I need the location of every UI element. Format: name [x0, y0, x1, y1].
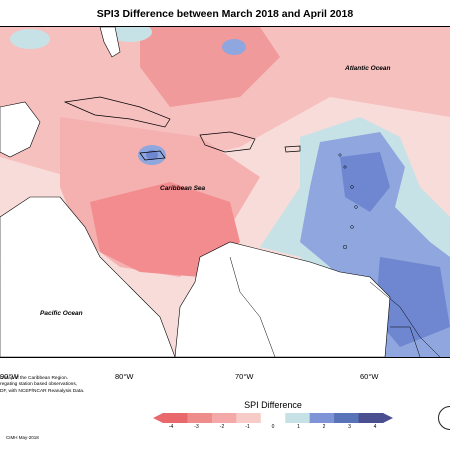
footnote-line-3: DF, with NCEP/NCAR Reanalysis Data. — [0, 388, 85, 394]
legend-arrow-right — [383, 413, 393, 423]
footnote-line-1: n Map of the Caribbean Region. — [0, 376, 68, 381]
legend-tick-label: 1 — [297, 424, 300, 430]
wet-spot-north — [222, 39, 246, 55]
logo — [438, 406, 450, 430]
wet-spot-jamaica-core — [146, 150, 158, 160]
map-canvas — [0, 27, 450, 357]
label-atlantic-ocean: Atlantic Ocean — [345, 65, 391, 72]
legend-ticks: -4 -3 -2 -1 0 1 2 3 4 — [153, 424, 393, 434]
land-puerto-rico — [284, 145, 301, 153]
legend-swatch — [334, 413, 360, 423]
island-3 — [350, 185, 354, 189]
map-title: SPI3 Difference between March 2018 and A… — [96, 8, 354, 20]
legend-tick-label: -4 — [168, 424, 174, 430]
legend-title: SPI Difference — [244, 400, 302, 410]
legend-swatch — [236, 413, 262, 423]
land-south-america — [174, 241, 391, 357]
land-florida — [99, 27, 121, 58]
lon-label-80w: 80°W — [115, 372, 134, 381]
island-1 — [338, 153, 342, 157]
land-central-america — [0, 196, 176, 357]
legend-swatch — [309, 413, 335, 423]
wet-region-strong-2 — [375, 257, 450, 347]
label-caribbean-sea: Caribbean Sea — [160, 185, 206, 192]
border-2 — [369, 281, 441, 357]
legend-tick-label: -1 — [245, 424, 250, 430]
legend-arrow-left — [153, 413, 163, 423]
legend-tick-label: -3 — [194, 424, 199, 430]
legend-tick-label: 0 — [271, 424, 275, 430]
wet-spot-gulf — [10, 29, 50, 49]
wet-spot-florida — [108, 27, 152, 42]
legend-swatch — [187, 413, 213, 423]
lon-label-70w: 70°W — [235, 372, 254, 381]
legend-tick-label: -2 — [219, 424, 225, 430]
credit: CIMH May-2018 — [6, 435, 39, 440]
spi-difference-map: Atlantic Ocean Caribbean Sea Pacific Oce… — [0, 26, 450, 358]
legend-colorbar — [153, 413, 393, 423]
island-5 — [350, 225, 354, 229]
land-cuba — [63, 96, 171, 128]
legend-tick-label: 3 — [348, 424, 351, 430]
legend-tick-label: 4 — [373, 424, 377, 430]
footnote-line-2: regating station based observations, — [0, 382, 78, 388]
island-trinidad — [342, 244, 348, 250]
land-yucatan — [0, 101, 41, 158]
land-hispaniola — [199, 131, 256, 153]
border-3 — [390, 326, 421, 357]
island-4 — [354, 205, 358, 209]
legend-tick-label: 2 — [322, 424, 326, 430]
label-pacific-ocean: Pacific Ocean — [40, 310, 83, 317]
footnote: n Map of the Caribbean Region. regating … — [0, 376, 150, 395]
legend-swatch — [163, 413, 188, 423]
land-jamaica — [139, 150, 166, 161]
lon-label-60w: 60°W — [360, 372, 379, 381]
legend-swatch — [285, 413, 311, 423]
lon-label-90w: 90°W — [0, 372, 19, 381]
legend-swatch — [260, 413, 286, 423]
wet-region-strong-1 — [340, 152, 390, 212]
legend-swatch — [211, 413, 237, 423]
island-2 — [343, 165, 347, 169]
border-1 — [229, 256, 276, 357]
dry-region-core — [90, 182, 240, 277]
legend-swatch — [358, 413, 384, 423]
